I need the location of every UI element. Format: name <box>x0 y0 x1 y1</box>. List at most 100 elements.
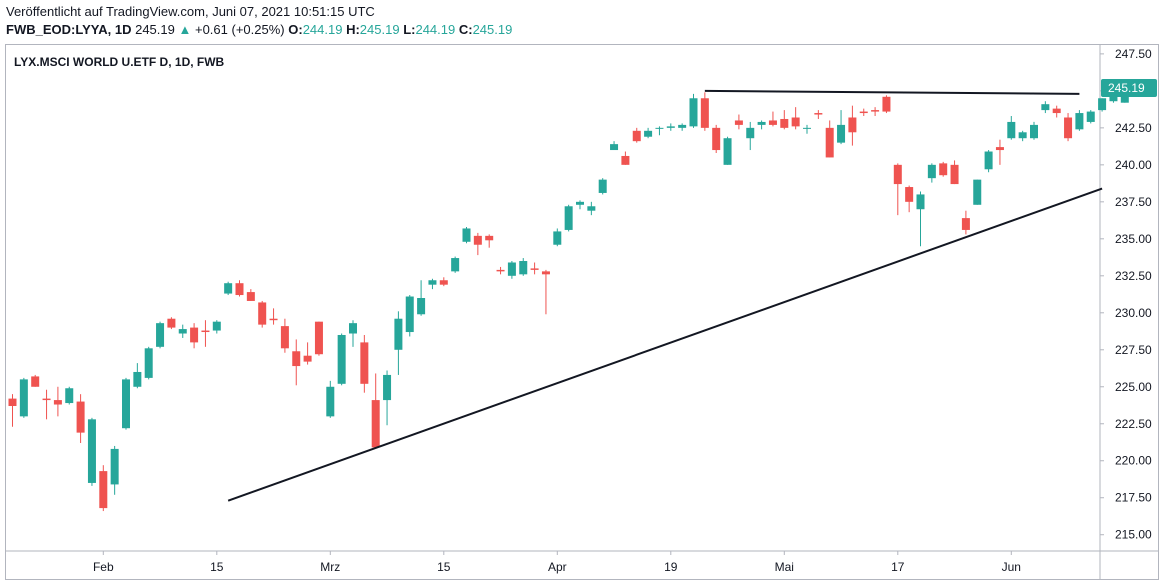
candle-body <box>610 144 619 151</box>
candle-body <box>939 163 948 176</box>
candle-body <box>439 280 448 285</box>
candle-body <box>496 269 505 272</box>
candle <box>383 370 392 426</box>
candle-body <box>1075 113 1084 130</box>
candle-body <box>712 127 721 151</box>
candle <box>451 256 460 273</box>
price-tick-label: 222.50 <box>1115 417 1152 431</box>
candle <box>939 161 948 177</box>
candle-body <box>405 296 414 333</box>
candle-body <box>746 127 755 139</box>
candle <box>1007 116 1016 140</box>
candle <box>314 321 323 356</box>
candle-body <box>201 330 210 333</box>
trendlines[interactable] <box>227 89 1103 502</box>
last-price-label: 245.19 <box>1108 81 1145 95</box>
candle-body <box>258 302 267 325</box>
candle-body <box>859 111 868 114</box>
time-tick-label: 15 <box>437 560 451 574</box>
candle-body <box>553 231 562 245</box>
candle <box>576 200 584 210</box>
candle <box>201 320 210 347</box>
price-tick-label: 225.00 <box>1115 380 1152 394</box>
candle-body <box>666 126 675 128</box>
candle-body <box>246 292 255 301</box>
candle <box>42 389 51 420</box>
candle-body <box>587 206 596 211</box>
candle <box>927 163 936 183</box>
candle-body <box>961 218 970 230</box>
candle-body <box>212 321 221 331</box>
candle-body <box>326 386 335 417</box>
candle-body <box>31 376 40 387</box>
candle <box>519 258 528 276</box>
candle-body <box>882 96 891 112</box>
candle <box>848 105 857 146</box>
candle <box>462 226 471 244</box>
trendline[interactable] <box>704 89 1080 95</box>
candle <box>76 394 85 443</box>
candle-body <box>780 118 789 128</box>
candle <box>678 123 687 131</box>
candle <box>473 232 482 256</box>
candle-body <box>178 329 187 334</box>
open-value: 244.19 <box>302 22 343 37</box>
candle <box>655 126 664 136</box>
price-tick-label: 247.50 <box>1115 47 1152 61</box>
price-tick-label: 220.00 <box>1115 454 1152 468</box>
candle <box>428 278 437 290</box>
candle-body <box>791 117 800 127</box>
candle <box>349 320 357 347</box>
candle-body <box>314 321 323 355</box>
candle-body <box>678 124 687 128</box>
candle <box>916 191 925 247</box>
candle-body <box>644 130 653 137</box>
candle-body <box>190 327 199 343</box>
candle <box>632 127 641 143</box>
candle <box>496 266 505 275</box>
candle <box>394 311 403 375</box>
candle-body <box>8 398 17 407</box>
candle-body <box>1109 93 1118 102</box>
candle <box>666 123 675 131</box>
price-tick-label: 215.00 <box>1115 528 1152 542</box>
chart-frame <box>5 44 1159 580</box>
price-axis[interactable]: 215.00 217.50 220.00 222.50 225.00 227.50 230.… <box>1100 47 1152 542</box>
candle <box>791 107 800 130</box>
candle-body <box>814 113 823 115</box>
candle-body <box>893 164 902 185</box>
price-tick-label: 235.00 <box>1115 232 1152 246</box>
candle-body <box>564 206 573 230</box>
candle <box>950 160 959 185</box>
candle-body <box>292 351 301 367</box>
candle <box>110 445 119 495</box>
candle <box>803 124 811 134</box>
candle-body <box>269 318 278 321</box>
last-price-marker: 245.19 <box>1101 79 1157 98</box>
published-note: Veröffentlicht auf TradingView.com, Juni… <box>6 4 375 19</box>
symbol-name[interactable]: FWB_EOD:LYYA, 1D <box>6 22 132 37</box>
time-axis[interactable]: Feb 15 Mrz 15 Apr 19 Mai 17 Jun <box>93 551 1021 574</box>
price-tick-label: 232.50 <box>1115 269 1152 283</box>
candle <box>8 394 17 427</box>
price-tick-label: 242.50 <box>1115 121 1152 135</box>
candle <box>280 318 289 353</box>
candle <box>156 321 165 349</box>
candle-body <box>803 127 811 129</box>
candle-body <box>133 371 142 387</box>
candle <box>235 280 244 297</box>
candle-body <box>383 374 392 401</box>
price-change: +0.61 (+0.25%) <box>194 22 285 37</box>
candle <box>439 277 448 287</box>
candle-body <box>280 326 289 349</box>
candle <box>825 120 834 158</box>
candle <box>1086 110 1095 124</box>
time-tick-label: Feb <box>93 560 114 574</box>
candle-body <box>99 471 108 509</box>
candle <box>961 210 970 235</box>
candle-body <box>984 151 993 170</box>
candle-body <box>144 348 153 378</box>
trendline[interactable] <box>227 187 1103 502</box>
close-value: 245.19 <box>472 22 513 37</box>
